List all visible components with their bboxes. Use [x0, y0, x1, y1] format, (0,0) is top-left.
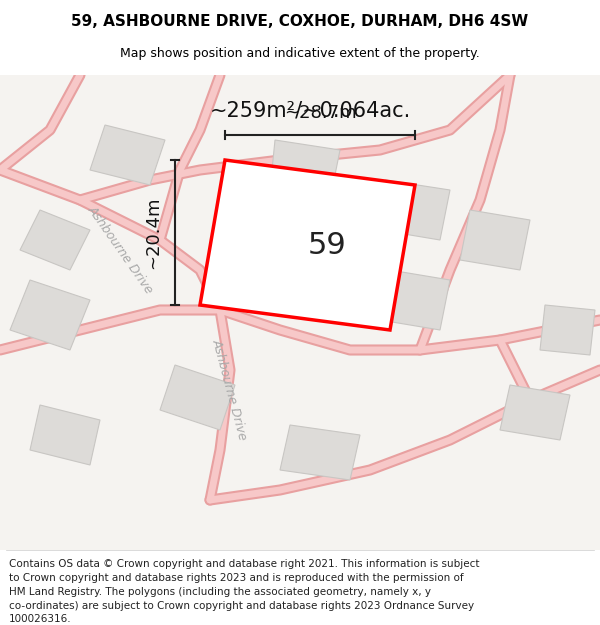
Polygon shape — [160, 365, 235, 430]
Text: 100026316.: 100026316. — [9, 614, 71, 624]
Polygon shape — [380, 180, 450, 240]
Text: Ashbourne Drive: Ashbourne Drive — [85, 204, 155, 296]
Polygon shape — [30, 405, 100, 465]
Polygon shape — [250, 230, 340, 300]
Polygon shape — [280, 425, 360, 480]
Polygon shape — [500, 385, 570, 440]
Polygon shape — [200, 160, 415, 330]
Polygon shape — [540, 305, 595, 355]
Text: Contains OS data © Crown copyright and database right 2021. This information is : Contains OS data © Crown copyright and d… — [9, 559, 479, 569]
Text: Map shows position and indicative extent of the property.: Map shows position and indicative extent… — [120, 48, 480, 61]
Text: 59: 59 — [308, 231, 347, 259]
Text: Ashbourne Drive: Ashbourne Drive — [210, 338, 250, 442]
Polygon shape — [460, 210, 530, 270]
Polygon shape — [10, 280, 90, 350]
Polygon shape — [270, 140, 340, 200]
Text: co-ordinates) are subject to Crown copyright and database rights 2023 Ordnance S: co-ordinates) are subject to Crown copyr… — [9, 601, 474, 611]
Text: ~20.4m: ~20.4m — [144, 196, 162, 269]
Polygon shape — [20, 210, 90, 270]
Polygon shape — [380, 270, 450, 330]
Text: ~259m²/~0.064ac.: ~259m²/~0.064ac. — [209, 100, 410, 120]
Text: HM Land Registry. The polygons (including the associated geometry, namely x, y: HM Land Registry. The polygons (includin… — [9, 587, 431, 597]
Text: ~28.7m: ~28.7m — [284, 104, 356, 122]
Polygon shape — [90, 125, 165, 185]
Text: 59, ASHBOURNE DRIVE, COXHOE, DURHAM, DH6 4SW: 59, ASHBOURNE DRIVE, COXHOE, DURHAM, DH6… — [71, 14, 529, 29]
Text: to Crown copyright and database rights 2023 and is reproduced with the permissio: to Crown copyright and database rights 2… — [9, 573, 464, 583]
